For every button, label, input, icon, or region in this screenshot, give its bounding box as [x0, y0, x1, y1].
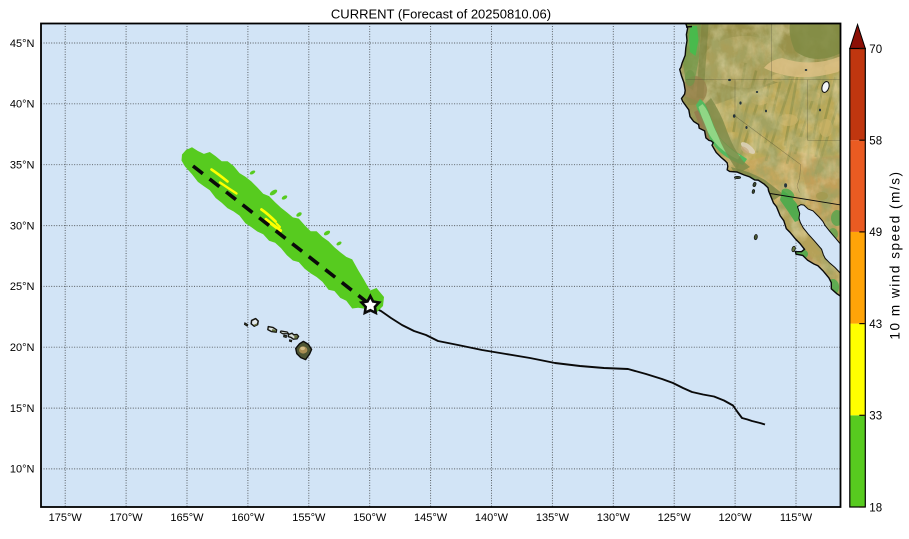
svg-text:40°N: 40°N: [10, 99, 35, 111]
svg-text:20°N: 20°N: [10, 342, 35, 354]
svg-text:175°W: 175°W: [49, 512, 83, 524]
svg-text:10°N: 10°N: [10, 464, 35, 476]
svg-text:70: 70: [869, 44, 882, 56]
svg-text:150°W: 150°W: [353, 512, 387, 524]
svg-text:155°W: 155°W: [292, 512, 326, 524]
svg-text:30°N: 30°N: [10, 220, 35, 232]
svg-text:120°W: 120°W: [719, 512, 753, 524]
svg-text:130°W: 130°W: [597, 512, 631, 524]
svg-text:15°N: 15°N: [10, 403, 35, 415]
svg-text:45°N: 45°N: [10, 38, 35, 50]
svg-text:125°W: 125°W: [658, 512, 692, 524]
svg-text:49: 49: [869, 227, 882, 239]
svg-text:CURRENT (Forecast of 20250810.: CURRENT (Forecast of 20250810.06): [331, 7, 551, 22]
svg-text:58: 58: [869, 136, 882, 148]
svg-text:165°W: 165°W: [170, 512, 204, 524]
svg-text:10 m wind speed (m/s): 10 m wind speed (m/s): [888, 170, 903, 339]
svg-text:18: 18: [869, 502, 882, 514]
svg-text:35°N: 35°N: [10, 160, 35, 172]
svg-text:43: 43: [869, 319, 882, 331]
svg-text:145°W: 145°W: [414, 512, 448, 524]
svg-text:33: 33: [869, 411, 882, 423]
svg-text:160°W: 160°W: [231, 512, 265, 524]
svg-text:135°W: 135°W: [536, 512, 570, 524]
svg-text:25°N: 25°N: [10, 281, 35, 293]
svg-text:115°W: 115°W: [780, 512, 813, 524]
svg-text:170°W: 170°W: [110, 512, 144, 524]
svg-text:140°W: 140°W: [475, 512, 509, 524]
